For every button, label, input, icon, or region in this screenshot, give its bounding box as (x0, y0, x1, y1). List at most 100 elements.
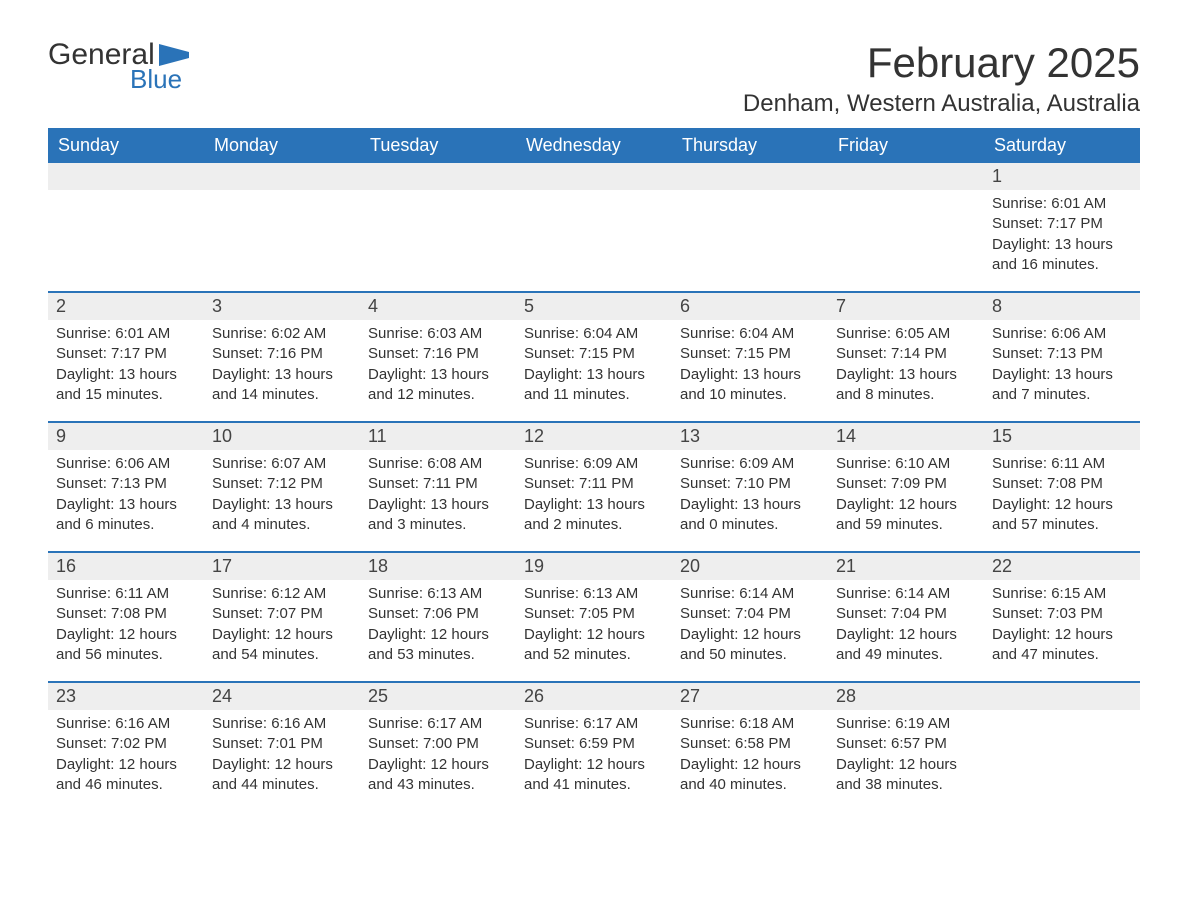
day-number (672, 163, 828, 190)
day-number: 19 (516, 553, 672, 580)
day-cell: 12Sunrise: 6:09 AMSunset: 7:11 PMDayligh… (516, 423, 672, 551)
sunset-text: Sunset: 7:12 PM (212, 474, 352, 494)
daylight-text: Daylight: 12 hours and 56 minutes. (56, 625, 196, 666)
day-cell: 20Sunrise: 6:14 AMSunset: 7:04 PMDayligh… (672, 553, 828, 681)
sunset-text: Sunset: 7:04 PM (680, 604, 820, 624)
sunset-text: Sunset: 7:16 PM (212, 344, 352, 364)
daylight-text: Daylight: 13 hours and 12 minutes. (368, 365, 508, 406)
sunset-text: Sunset: 7:03 PM (992, 604, 1132, 624)
day-cell: 1Sunrise: 6:01 AMSunset: 7:17 PMDaylight… (984, 163, 1140, 291)
weekday-header-row: Sunday Monday Tuesday Wednesday Thursday… (48, 128, 1140, 163)
sunrise-text: Sunrise: 6:01 AM (992, 194, 1132, 214)
day-cell: 16Sunrise: 6:11 AMSunset: 7:08 PMDayligh… (48, 553, 204, 681)
day-details (672, 190, 828, 202)
sunset-text: Sunset: 7:01 PM (212, 734, 352, 754)
day-number: 1 (984, 163, 1140, 190)
day-number: 9 (48, 423, 204, 450)
day-cell: 5Sunrise: 6:04 AMSunset: 7:15 PMDaylight… (516, 293, 672, 421)
sunrise-text: Sunrise: 6:13 AM (524, 584, 664, 604)
day-cell: 6Sunrise: 6:04 AMSunset: 7:15 PMDaylight… (672, 293, 828, 421)
day-details: Sunrise: 6:14 AMSunset: 7:04 PMDaylight:… (828, 580, 984, 673)
sunrise-text: Sunrise: 6:17 AM (368, 714, 508, 734)
day-cell: 19 Sunrise: 6:13 AMSunset: 7:05 PMDayligh… (516, 553, 672, 681)
sunset-text: Sunset: 7:08 PM (992, 474, 1132, 494)
daylight-text: Daylight: 13 hours and 10 minutes. (680, 365, 820, 406)
sunrise-text: Sunrise: 6:12 AM (212, 584, 352, 604)
weekday-header: Monday (204, 128, 360, 163)
weekday-header: Saturday (984, 128, 1140, 163)
daylight-text: Daylight: 12 hours and 46 minutes. (56, 755, 196, 796)
sunset-text: Sunset: 7:15 PM (680, 344, 820, 364)
day-details: Sunrise: 6:17 AMSunset: 6:59 PMDaylight:… (516, 710, 672, 803)
day-cell: 23Sunrise: 6:16 AMSunset: 7:02 PMDayligh… (48, 683, 204, 811)
calendar-week-row: 23Sunrise: 6:16 AMSunset: 7:02 PMDayligh… (48, 681, 1140, 811)
day-number: 7 (828, 293, 984, 320)
day-number: 17 (204, 553, 360, 580)
day-number: 22 (984, 553, 1140, 580)
day-details: Sunrise: 6:09 AMSunset: 7:11 PMDaylight:… (516, 450, 672, 543)
day-number: 28 (828, 683, 984, 710)
day-cell: 4Sunrise: 6:03 AMSunset: 7:16 PMDaylight… (360, 293, 516, 421)
sunrise-text: Sunrise: 6:04 AM (680, 324, 820, 344)
daylight-text: Daylight: 13 hours and 16 minutes. (992, 235, 1132, 276)
day-details: Sunrise: 6:07 AMSunset: 7:12 PMDaylight:… (204, 450, 360, 543)
daylight-text: Daylight: 12 hours and 44 minutes. (212, 755, 352, 796)
daylight-text: Daylight: 12 hours and 49 minutes. (836, 625, 976, 666)
day-number (828, 163, 984, 190)
sunset-text: Sunset: 7:05 PM (524, 604, 664, 624)
day-number (48, 163, 204, 190)
day-details: Sunrise: 6:17 AMSunset: 7:00 PMDaylight:… (360, 710, 516, 803)
daylight-text: Daylight: 13 hours and 7 minutes. (992, 365, 1132, 406)
sunrise-text: Sunrise: 6:13 AM (368, 584, 508, 604)
sunrise-text: Sunrise: 6:07 AM (212, 454, 352, 474)
daylight-text: Daylight: 12 hours and 40 minutes. (680, 755, 820, 796)
calendar-grid: Sunday Monday Tuesday Wednesday Thursday… (48, 128, 1140, 811)
sunrise-text: Sunrise: 6:04 AM (524, 324, 664, 344)
day-number: 14 (828, 423, 984, 450)
weekday-header: Sunday (48, 128, 204, 163)
sunset-text: Sunset: 7:10 PM (680, 474, 820, 494)
day-number: 16 (48, 553, 204, 580)
calendar-page: General Blue February 2025 Denham, Weste… (0, 0, 1188, 831)
day-number: 8 (984, 293, 1140, 320)
calendar-week-row: 16Sunrise: 6:11 AMSunset: 7:08 PMDayligh… (48, 551, 1140, 681)
sunset-text: Sunset: 7:04 PM (836, 604, 976, 624)
sunrise-text: Sunrise: 6:15 AM (992, 584, 1132, 604)
daylight-text: Daylight: 12 hours and 54 minutes. (212, 625, 352, 666)
daylight-text: Daylight: 12 hours and 52 minutes. (524, 625, 664, 666)
day-cell (984, 683, 1140, 811)
daylight-text: Daylight: 12 hours and 53 minutes. (368, 625, 508, 666)
sunset-text: Sunset: 7:02 PM (56, 734, 196, 754)
calendar-week-row: 9Sunrise: 6:06 AMSunset: 7:13 PMDaylight… (48, 421, 1140, 551)
day-details (828, 190, 984, 202)
sunrise-text: Sunrise: 6:08 AM (368, 454, 508, 474)
day-details: Sunrise: 6:08 AMSunset: 7:11 PMDaylight:… (360, 450, 516, 543)
day-details: Sunrise: 6:16 AMSunset: 7:01 PMDaylight:… (204, 710, 360, 803)
daylight-text: Daylight: 12 hours and 43 minutes. (368, 755, 508, 796)
day-cell: 2Sunrise: 6:01 AMSunset: 7:17 PMDaylight… (48, 293, 204, 421)
daylight-text: Daylight: 12 hours and 38 minutes. (836, 755, 976, 796)
day-cell: 14Sunrise: 6:10 AMSunset: 7:09 PMDayligh… (828, 423, 984, 551)
day-cell: 18Sunrise: 6:13 AMSunset: 7:06 PMDayligh… (360, 553, 516, 681)
day-cell: 3Sunrise: 6:02 AMSunset: 7:16 PMDaylight… (204, 293, 360, 421)
day-cell: 22Sunrise: 6:15 AMSunset: 7:03 PMDayligh… (984, 553, 1140, 681)
day-details (984, 710, 1140, 722)
sunset-text: Sunset: 7:13 PM (992, 344, 1132, 364)
sunrise-text: Sunrise: 6:01 AM (56, 324, 196, 344)
day-cell: 10Sunrise: 6:07 AMSunset: 7:12 PMDayligh… (204, 423, 360, 551)
sunset-text: Sunset: 7:17 PM (56, 344, 196, 364)
day-details (48, 190, 204, 202)
day-details (204, 190, 360, 202)
sunrise-text: Sunrise: 6:06 AM (992, 324, 1132, 344)
day-number (984, 683, 1140, 710)
day-number: 26 (516, 683, 672, 710)
day-details: Sunrise: 6:01 AMSunset: 7:17 PMDaylight:… (984, 190, 1140, 283)
month-title: February 2025 (743, 40, 1140, 86)
day-details: Sunrise: 6:11 AMSunset: 7:08 PMDaylight:… (48, 580, 204, 673)
day-details: Sunrise: 6:06 AMSunset: 7:13 PMDaylight:… (984, 320, 1140, 413)
sunrise-text: Sunrise: 6:16 AM (56, 714, 196, 734)
daylight-text: Daylight: 13 hours and 15 minutes. (56, 365, 196, 406)
day-details: Sunrise: 6:15 AMSunset: 7:03 PMDaylight:… (984, 580, 1140, 673)
sunset-text: Sunset: 6:59 PM (524, 734, 664, 754)
sunrise-text: Sunrise: 6:03 AM (368, 324, 508, 344)
